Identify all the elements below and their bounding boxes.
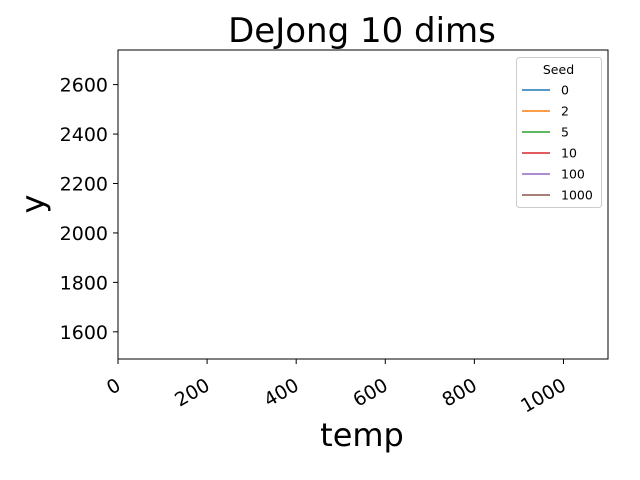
plot-frame (117, 49, 609, 360)
y-tick-label: 1600 (60, 322, 108, 344)
y-tick-label: 1800 (60, 272, 108, 294)
plot-area (117, 49, 609, 360)
legend-label-10: 10 (561, 146, 577, 161)
y-tick-label: 2600 (60, 75, 108, 97)
y-tick-label: 2200 (60, 173, 108, 195)
legend-box (516, 57, 602, 208)
legend-label-100: 100 (561, 167, 585, 182)
x-axis-label: temp (320, 416, 404, 454)
legend-label-5: 5 (561, 125, 569, 140)
legend-label-0: 0 (561, 83, 569, 98)
y-axis-ticks: 1600 1800 2000 2200 2400 2600 (60, 75, 118, 344)
legend-title: Seed (543, 62, 574, 77)
y-axis-label: y (14, 195, 52, 214)
legend-label-1000: 1000 (561, 188, 593, 203)
legend-label-2: 2 (561, 104, 569, 119)
y-tick-label: 2400 (60, 124, 108, 146)
legend: Seed 0 2 5 10 100 1000 (516, 57, 602, 208)
chart-title: DeJong 10 dims (228, 11, 496, 51)
legend-entries: 0 2 5 10 100 1000 (522, 83, 593, 203)
y-tick-label: 2000 (60, 223, 108, 245)
